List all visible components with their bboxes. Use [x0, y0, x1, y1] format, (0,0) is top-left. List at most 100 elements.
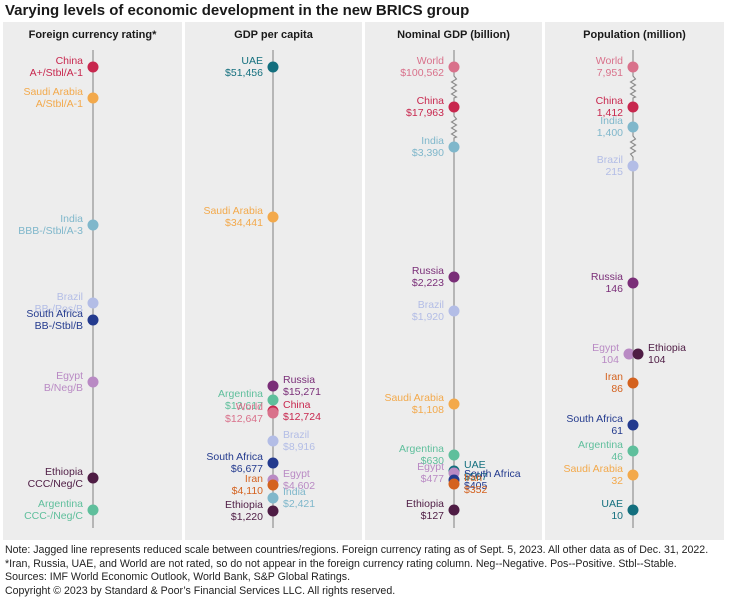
label-saudi-arabia: Saudi Arabia — [563, 463, 623, 475]
marker-iran — [627, 377, 639, 389]
marker-argentina — [448, 449, 460, 461]
marker-ethiopia — [267, 505, 279, 517]
label-ethiopia: Ethiopia — [406, 498, 444, 510]
value-egypt: $4,602 — [283, 480, 315, 492]
label-egypt: Egypt — [592, 342, 619, 354]
marker-russia — [627, 277, 639, 289]
marker-russia — [267, 380, 279, 392]
label-russia: Russia — [591, 271, 623, 283]
marker-saudi-arabia — [627, 469, 639, 481]
panel-title: Nominal GDP (billion) — [397, 29, 510, 41]
label-saudi-arabia: Saudi Arabia — [384, 392, 444, 404]
value-ethiopia: $127 — [421, 510, 445, 522]
marker-ethiopia — [632, 348, 644, 360]
value-world: $100,562 — [400, 67, 444, 79]
marker-india — [627, 121, 639, 133]
marker-india — [267, 492, 279, 504]
value-ethiopia: $1,220 — [231, 511, 263, 523]
label-brazil: Brazil — [418, 299, 444, 311]
label-ethiopia: Ethiopia — [225, 499, 263, 511]
label-argentina: Argentina — [399, 443, 444, 455]
value-brazil: $1,920 — [412, 311, 444, 323]
label-argentina: Argentina — [38, 498, 83, 510]
marker-argentina — [627, 445, 639, 457]
marker-russia — [448, 271, 460, 283]
value-ethiopia: CCC/Neg/C — [28, 478, 84, 490]
marker-brazil — [448, 305, 460, 317]
dot-chart: Foreign currency rating*ChinaA+/Stbl/A-1… — [3, 22, 724, 540]
value-uae: 10 — [611, 510, 623, 522]
marker-brazil — [267, 435, 279, 447]
panel-title: GDP per capita — [234, 29, 314, 41]
label-iran: Iran — [245, 473, 263, 485]
value-saudi-arabia: $1,108 — [412, 404, 444, 416]
copyright-line: Copyright © 2023 by Standard & Poor’s Fi… — [5, 584, 396, 597]
value-saudi-arabia: $34,441 — [225, 217, 263, 229]
value-brazil: $8,916 — [283, 441, 315, 453]
label-uae: UAE — [601, 498, 623, 510]
label-russia: Russia — [412, 265, 444, 277]
marker-saudi-arabia — [267, 211, 279, 223]
value-uae: $507 — [464, 471, 488, 483]
marker-ethiopia — [448, 504, 460, 516]
label-india: India — [421, 135, 444, 147]
marker-brazil — [87, 297, 99, 309]
marker-world — [267, 407, 279, 419]
marker-india — [448, 141, 460, 153]
value-egypt: 104 — [601, 354, 619, 366]
label-china: China — [283, 399, 311, 411]
marker-brazil — [627, 160, 639, 172]
value-south-africa: 61 — [611, 425, 623, 437]
label-china: China — [417, 95, 445, 107]
value-ethiopia: 104 — [648, 354, 666, 366]
label-egypt: Egypt — [417, 461, 444, 473]
label-world: World — [236, 401, 263, 413]
value-uae: $51,456 — [225, 67, 263, 79]
note-line: Note: Jagged line represents reduced sca… — [5, 544, 709, 556]
label-brazil: Brazil — [597, 154, 623, 166]
marker-south-africa — [267, 457, 279, 469]
note-line: *Iran, Russia, UAE, and World are not ra… — [5, 557, 677, 570]
marker-uae — [627, 504, 639, 516]
sources-line: Sources: IMF World Economic Outlook, Wor… — [5, 571, 351, 583]
marker-china — [448, 101, 460, 113]
label-south-africa: South Africa — [206, 451, 263, 463]
value-india: $3,390 — [412, 147, 444, 159]
label-saudi-arabia: Saudi Arabia — [203, 205, 263, 217]
value-brazil: BB-/Pos/B — [35, 303, 83, 315]
label-argentina: Argentina — [218, 388, 263, 400]
marker-argentina — [87, 504, 99, 516]
value-saudi-arabia: A/Stbl/A-1 — [36, 98, 83, 110]
marker-world — [448, 61, 460, 73]
marker-china — [87, 61, 99, 73]
value-egypt: $477 — [421, 473, 445, 485]
value-india: 1,400 — [597, 127, 623, 139]
value-argentina: CCC-/Neg/C — [24, 510, 83, 522]
value-iran: $352 — [464, 484, 488, 496]
label-india: India — [283, 486, 306, 498]
marker-south-africa — [627, 419, 639, 431]
label-russia: Russia — [283, 374, 315, 386]
value-argentina: $13,617 — [225, 400, 263, 412]
value-china: $17,963 — [406, 107, 444, 119]
marker-saudi-arabia — [87, 92, 99, 104]
marker-iran — [267, 479, 279, 491]
label-uae: UAE — [241, 55, 263, 67]
label-iran: Iran — [605, 371, 623, 383]
marker-saudi-arabia — [448, 398, 460, 410]
label-south-africa: South Africa — [26, 308, 83, 320]
marker-world — [627, 61, 639, 73]
value-china: $12,724 — [283, 411, 321, 423]
page-title: Varying levels of economic development i… — [5, 2, 470, 19]
marker-iran — [448, 478, 460, 490]
label-china: China — [596, 95, 624, 107]
label-saudi-arabia: Saudi Arabia — [23, 86, 83, 98]
axis-line — [629, 50, 637, 528]
label-world: World — [596, 55, 623, 67]
value-india: $2,421 — [283, 498, 315, 510]
label-egypt: Egypt — [56, 370, 83, 382]
marker-uae — [267, 61, 279, 73]
value-south-africa: BB-/Stbl/B — [35, 320, 83, 332]
panel-title: Population (million) — [583, 29, 686, 41]
value-world: 7,951 — [597, 67, 623, 79]
